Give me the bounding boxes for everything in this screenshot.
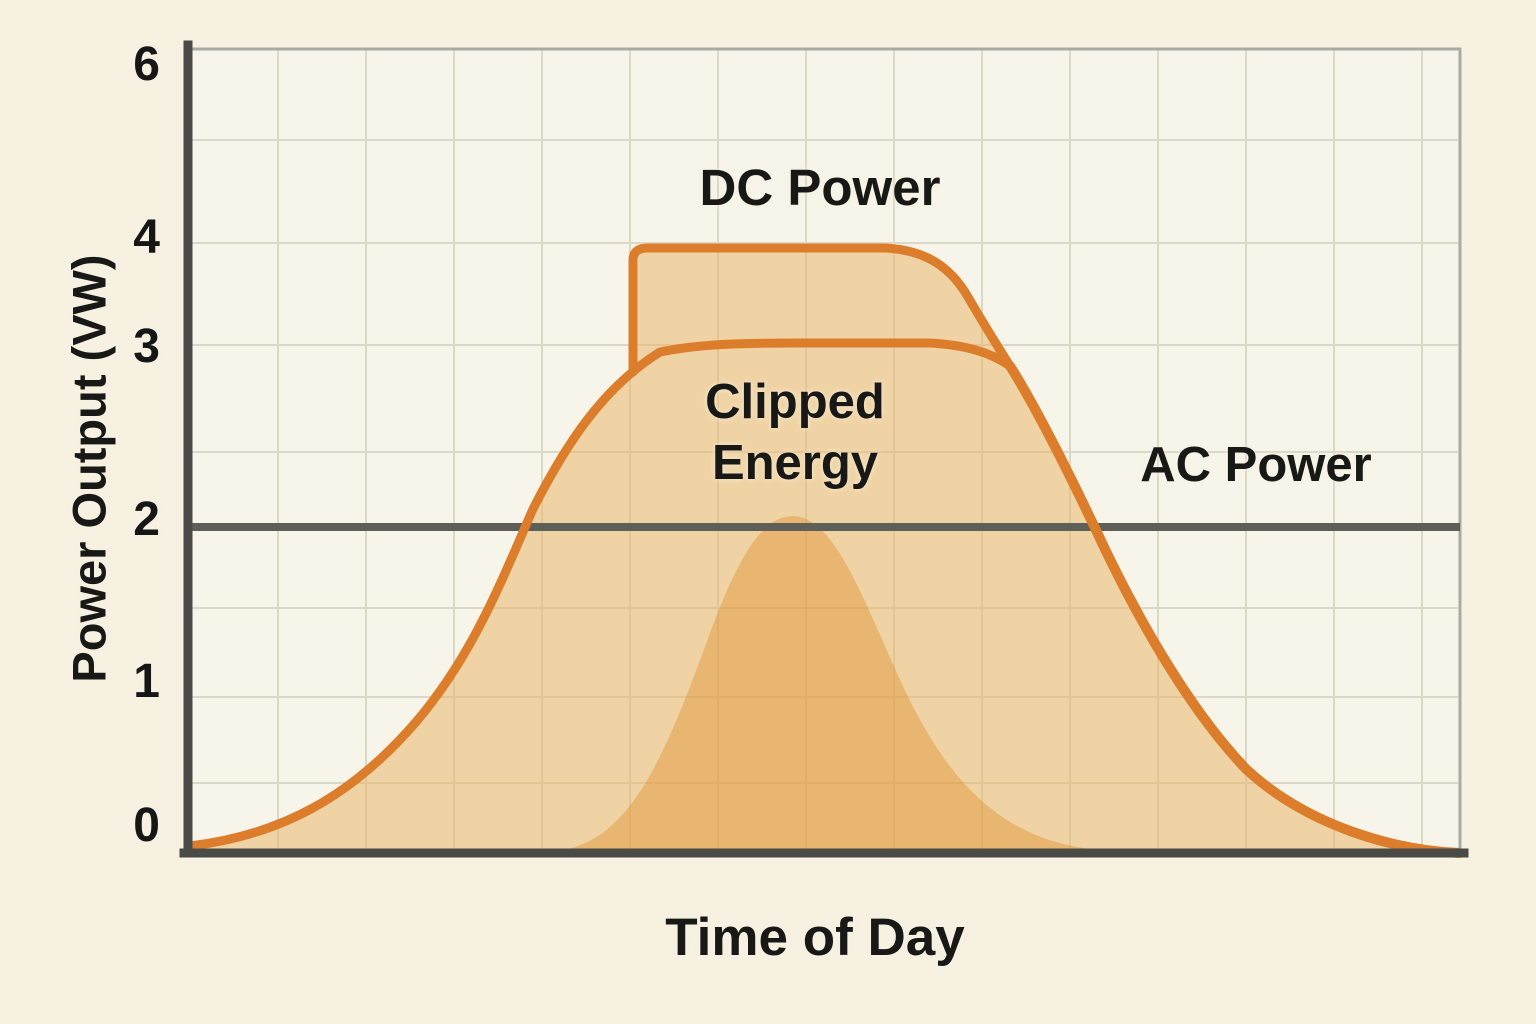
ytick-6: 6	[133, 38, 160, 91]
ytick-2: 2	[133, 493, 160, 546]
x-axis-title: Time of Day	[665, 908, 965, 967]
ytick-1: 1	[133, 655, 160, 708]
inverter-output-curve	[185, 338, 1015, 851]
ytick-0: 0	[133, 799, 160, 852]
ytick-4: 4	[133, 211, 160, 264]
plot-frame-top-right	[188, 47, 1462, 853]
y-axis-title: Power Output (VW)	[62, 254, 116, 683]
delivered-energy-bell-fill	[548, 516, 1122, 851]
ac-power-label: AC Power	[1140, 438, 1372, 492]
ytick-3: 3	[133, 320, 160, 373]
combined-descent-curve	[1005, 361, 1464, 858]
clipped-energy-label: Clipped Energy	[705, 375, 885, 490]
dc-power-cap-curve	[628, 243, 1015, 377]
dc-power-area-fill	[190, 248, 1459, 853]
dc-power-label: DC Power	[699, 159, 941, 216]
